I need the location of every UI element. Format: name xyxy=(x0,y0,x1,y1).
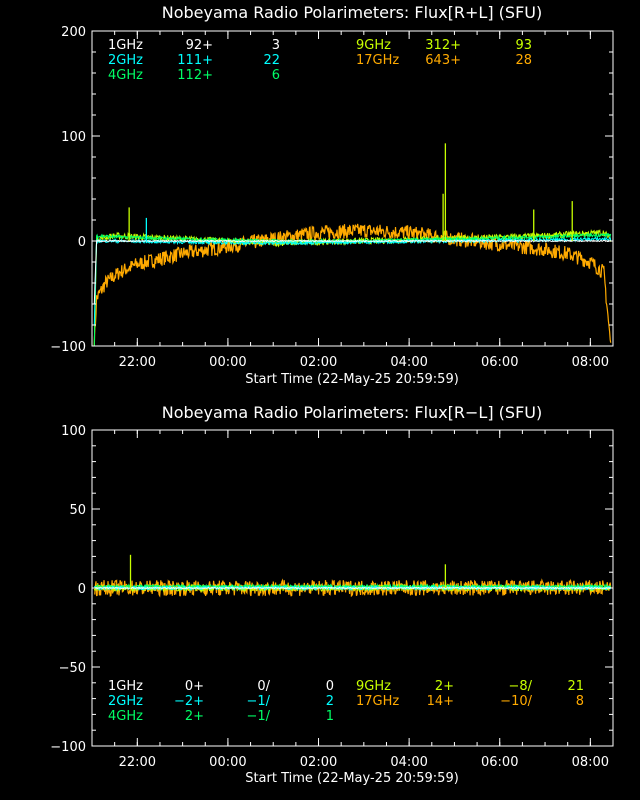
legend-value: −1/ xyxy=(246,694,270,709)
y-tick-label: −50 xyxy=(59,661,86,676)
y-tick-label: 100 xyxy=(61,130,86,145)
plot-title: Nobeyama Radio Polarimeters: Flux[R+L] (… xyxy=(162,3,542,22)
legend: 1GHz 92+ 3 2GHz 111+ 22 4GHz 112+ 6 9GHz 312+ 93 17G… xyxy=(108,38,532,83)
series-layer xyxy=(93,143,612,347)
y-tick-label: 200 xyxy=(61,25,86,40)
x-tick-label: 02:00 xyxy=(300,355,337,370)
series-17GHz-line xyxy=(94,578,612,598)
legend-value: 28 xyxy=(515,53,532,68)
legend-name: 2GHz xyxy=(108,53,143,68)
x-tick-label: 06:00 xyxy=(481,755,518,770)
legend-value: 0 xyxy=(326,679,334,694)
legend-value: 21 xyxy=(567,679,584,694)
x-tick-label: 02:00 xyxy=(300,755,337,770)
legend-value: 3 xyxy=(272,38,280,53)
plot-title: Nobeyama Radio Polarimeters: Flux[R−L] (… xyxy=(162,403,542,422)
legend-name: 2GHz xyxy=(108,694,143,709)
y-tick-label: −100 xyxy=(50,340,86,355)
series-17GHz-line xyxy=(93,223,612,347)
x-tick-label: 00:00 xyxy=(209,755,246,770)
series-layer xyxy=(93,554,612,598)
legend-value: 112+ xyxy=(177,68,213,83)
legend-value: 643+ xyxy=(425,53,461,68)
flux-rl-sum-plot: Nobeyama Radio Polarimeters: Flux[R+L] (… xyxy=(50,3,614,387)
x-tick-label: 22:00 xyxy=(119,355,156,370)
x-tick-label: 06:00 xyxy=(481,355,518,370)
x-tick-label: 08:00 xyxy=(572,755,609,770)
legend-name: 1GHz xyxy=(108,38,143,53)
y-tick-label: 0 xyxy=(78,235,86,250)
x-tick-label: 00:00 xyxy=(209,355,246,370)
legend-value: 0+ xyxy=(185,679,204,694)
series-1GHz-line xyxy=(93,239,612,305)
legend-value: 1 xyxy=(326,709,334,724)
legend-name: 1GHz xyxy=(108,679,143,694)
x-tick-label: 08:00 xyxy=(572,355,609,370)
legend-value: −1/ xyxy=(246,709,270,724)
x-tick-label: 04:00 xyxy=(390,755,427,770)
x-axis-label: Start Time (22-May-25 20:59:59) xyxy=(245,771,459,786)
series-9GHz-line xyxy=(93,228,612,347)
series-1GHz-line xyxy=(94,586,612,590)
tick-layer: 200 100 0 −100 22:00 00:00 02:00 04:00 06:00 08:0… xyxy=(50,25,613,370)
y-tick-label: 100 xyxy=(61,424,86,439)
legend-name: 9GHz xyxy=(356,38,391,53)
series-2GHz-line xyxy=(93,236,612,326)
y-tick-label: 50 xyxy=(69,503,86,518)
legend-value: −10/ xyxy=(500,694,532,709)
legend-name: 4GHz xyxy=(108,709,143,724)
legend-value: 22 xyxy=(263,53,280,68)
legend-value: 92+ xyxy=(186,38,213,53)
legend-value: −8/ xyxy=(508,679,532,694)
legend-name: 17GHz xyxy=(356,53,399,68)
legend-value: 93 xyxy=(515,38,532,53)
legend-name: 17GHz xyxy=(356,694,399,709)
legend-value: −2+ xyxy=(174,694,204,709)
legend-value: 14+ xyxy=(427,694,454,709)
x-axis-label: Start Time (22-May-25 20:59:59) xyxy=(245,372,459,387)
y-tick-label: −100 xyxy=(50,740,86,755)
legend-value: 2 xyxy=(326,694,334,709)
x-tick-label: 22:00 xyxy=(119,755,156,770)
x-tick-label: 04:00 xyxy=(390,355,427,370)
legend-value: 2+ xyxy=(185,709,204,724)
legend-value: 0/ xyxy=(257,679,270,694)
y-tick-label: 0 xyxy=(78,582,86,597)
legend-name: 4GHz xyxy=(108,68,143,83)
legend-value: 312+ xyxy=(425,38,461,53)
flux-rl-diff-plot: Nobeyama Radio Polarimeters: Flux[R−L] (… xyxy=(50,403,614,786)
legend: 1GHz 0+ 0/0 2GHz −2+ −1/2 4GHz 2+ −1/1 9GHz 2+ −8/2… xyxy=(108,679,584,724)
legend-value: 2+ xyxy=(435,679,454,694)
legend-name: 9GHz xyxy=(356,679,391,694)
plot-frame xyxy=(91,30,614,347)
legend-value: 6 xyxy=(272,68,280,83)
legend-value: 8 xyxy=(576,694,584,709)
legend-value: 111+ xyxy=(177,53,213,68)
